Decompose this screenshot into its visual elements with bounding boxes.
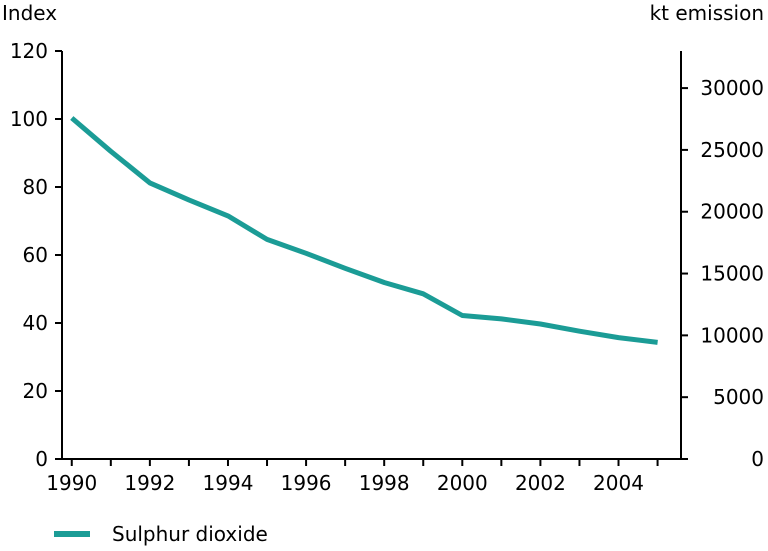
left-y-tick-label: 120 (10, 39, 48, 63)
right-y-tick-label: 10000 (700, 323, 764, 347)
x-tick-label: 2002 (515, 471, 566, 495)
x-tick-label: 2004 (593, 471, 644, 495)
x-tick-label: 1992 (124, 471, 175, 495)
right-y-tick-label: 5000 (713, 385, 764, 409)
series-line-sulphur-dioxide (70, 116, 658, 345)
right-y-tick-label: 20000 (700, 200, 764, 224)
legend: Sulphur dioxide (54, 522, 268, 546)
tick-marks: 0 20 40 60 80 100 120 0 5000 10000 15000 20000 25000… (10, 39, 764, 495)
series-lines (70, 116, 658, 345)
x-tick-label: 1996 (281, 471, 332, 495)
x-tick-label: 1998 (359, 471, 410, 495)
left-y-tick-label: 80 (23, 175, 48, 199)
x-tick-label: 1994 (203, 471, 254, 495)
left-y-tick-label: 60 (23, 243, 48, 267)
line-chart: Index kt emission 0 20 40 60 80 100 120 0 5000 10… (2, 1, 764, 495)
right-axis-title: kt emission (650, 1, 764, 25)
right-y-tick-label: 15000 (700, 262, 764, 286)
legend-label-sulphur-dioxide: Sulphur dioxide (112, 522, 268, 546)
left-y-tick-label: 20 (23, 379, 48, 403)
left-y-tick-label: 0 (35, 447, 48, 471)
legend-swatch-sulphur-dioxide (54, 531, 90, 537)
x-tick-label: 2000 (437, 471, 488, 495)
left-axis-title: Index (2, 1, 57, 25)
right-y-tick-label: 25000 (700, 138, 764, 162)
left-y-tick-label: 100 (10, 107, 48, 131)
left-y-tick-label: 40 (23, 311, 48, 335)
axes (61, 51, 682, 460)
right-y-tick-label: 0 (751, 447, 764, 471)
x-tick-label: 1990 (46, 471, 97, 495)
right-y-tick-label: 30000 (700, 76, 764, 100)
